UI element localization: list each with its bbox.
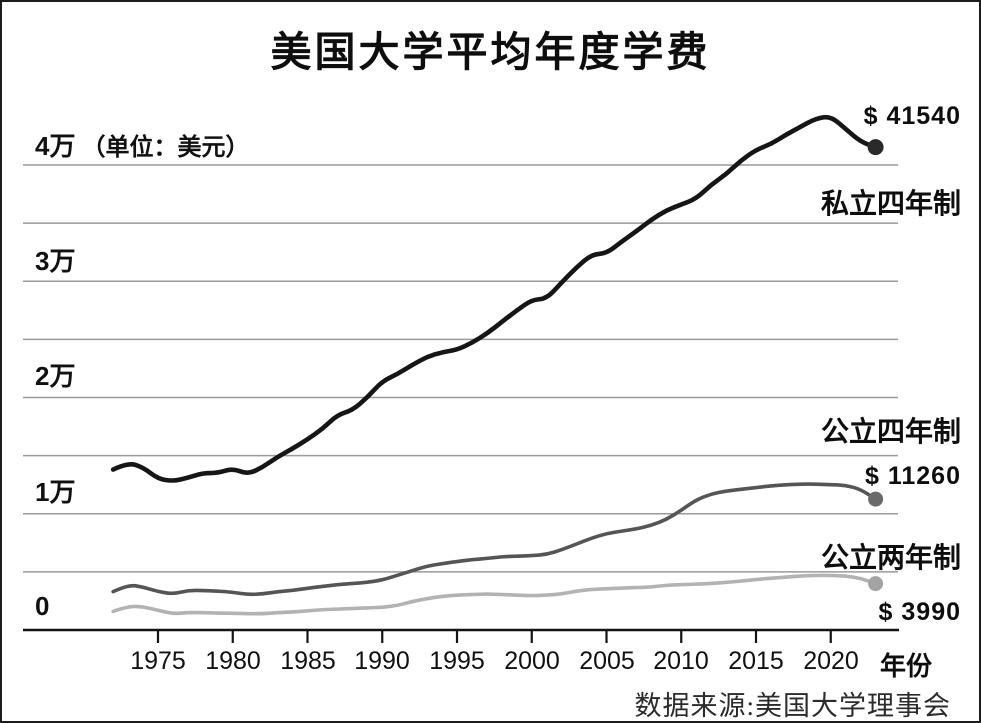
y-tick-label: 4万 bbox=[35, 131, 76, 161]
series-end-dot-0 bbox=[867, 139, 884, 156]
x-tick-1985: 1985 bbox=[280, 647, 336, 675]
y-axis-label-20k: 2万 bbox=[35, 361, 76, 391]
x-tick-2005: 2005 bbox=[579, 647, 635, 675]
series-label-public-4yr: 公立四年制 bbox=[820, 416, 961, 447]
series-end-dot-2 bbox=[868, 576, 884, 592]
y-axis-label-40k: 4万 （单位：美元） bbox=[35, 126, 249, 163]
x-tick-1990: 1990 bbox=[354, 647, 410, 675]
x-tick-1980: 1980 bbox=[205, 647, 261, 675]
x-tick-1995: 1995 bbox=[429, 647, 485, 675]
source-note: 数据来源:美国大学理事会 bbox=[634, 691, 951, 721]
y-axis-label-10k: 1万 bbox=[35, 477, 76, 507]
value-label-public-2yr: $ 3990 bbox=[878, 598, 961, 626]
x-tick-2000: 2000 bbox=[504, 647, 560, 675]
series-end-dot-1 bbox=[868, 491, 884, 507]
y-axis-label-0: 0 bbox=[35, 591, 50, 621]
value-label-public-4yr: $ 11260 bbox=[865, 462, 961, 490]
unit-note: （单位：美元） bbox=[81, 134, 250, 161]
x-tick-2015: 2015 bbox=[728, 647, 784, 675]
series-line-0 bbox=[110, 114, 878, 483]
series-line-2 bbox=[111, 573, 878, 616]
value-label-private-4yr: $ 41540 bbox=[863, 102, 961, 130]
chart-title: 美国大学平均年度学费 bbox=[270, 29, 711, 75]
x-tick-2010: 2010 bbox=[653, 647, 709, 675]
y-axis-label-30k: 3万 bbox=[35, 246, 76, 276]
x-axis-title: 年份 bbox=[880, 651, 933, 681]
x-tick-1975: 1975 bbox=[130, 647, 186, 675]
x-tick-2020: 2020 bbox=[803, 647, 859, 675]
series-label-public-2yr: 公立两年制 bbox=[820, 542, 961, 573]
series-line-1 bbox=[111, 482, 878, 597]
series-label-private-4yr: 私立四年制 bbox=[820, 188, 961, 219]
